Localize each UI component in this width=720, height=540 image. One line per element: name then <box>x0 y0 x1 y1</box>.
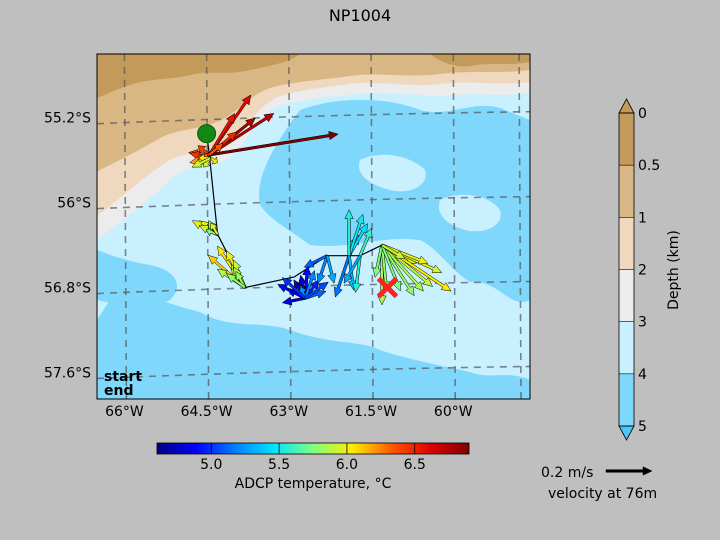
velocity-key: 0.2 m/s velocity at 76m <box>541 465 657 502</box>
velocity-arrow <box>325 255 337 284</box>
temperature-tick-label: 5.5 <box>268 457 290 473</box>
velocity-arrow <box>209 222 220 236</box>
bathy-shelf <box>97 54 300 98</box>
temperature-colorbar-label: ADCP temperature, °C <box>235 476 392 492</box>
y-tick-label: 56°S <box>57 196 91 212</box>
temperature-colorbar-fill <box>156 442 470 455</box>
meridian-line <box>452 54 457 399</box>
parallel-line <box>97 365 530 380</box>
parallel-line <box>97 195 530 210</box>
velocity-arrow <box>281 296 306 306</box>
temperature-colorbar: 5.0 5.5 6.0 6.5 ADCP temperature, °C <box>156 442 470 492</box>
depth-colorbar: 0 0.5 1 2 3 4 5 <box>618 98 660 441</box>
start-marker <box>197 124 217 144</box>
temperature-tick-label: 6.5 <box>404 457 426 473</box>
x-tick-label: 66°W <box>105 404 144 420</box>
x-tick-label: 64.5°W <box>181 404 233 420</box>
depth-colorbar-over <box>618 98 635 114</box>
track-markers <box>197 124 399 299</box>
velocity-arrow <box>304 281 329 300</box>
depth-tick-label: 4 <box>638 367 647 383</box>
depth-tick-label: 0.5 <box>638 158 660 174</box>
velocity-arrow <box>381 243 429 265</box>
velocity-arrow <box>191 156 212 168</box>
legend-start: start <box>104 369 142 385</box>
parallel-line <box>97 110 530 125</box>
depth-tick-label: 1 <box>638 210 647 226</box>
bathy-deep-west <box>97 250 178 307</box>
velocity-arrow <box>344 209 354 256</box>
velocity-arrow <box>380 243 406 260</box>
velocity-arrow <box>205 227 219 237</box>
velocity-arrow <box>208 142 224 157</box>
temperature-tick-label: 5.0 <box>200 457 222 473</box>
depth-band <box>619 321 634 374</box>
bathy-patch-1 <box>359 154 426 192</box>
x-tick-label: 60°W <box>434 404 473 420</box>
velocity-vectors <box>188 94 452 306</box>
velocity-arrow <box>380 244 415 297</box>
map-frame <box>96 53 531 400</box>
meridian-line <box>370 54 374 399</box>
ship-track <box>206 133 383 289</box>
y-tick-label: 57.6°S <box>44 365 91 381</box>
temperature-colorbar-ticks: 5.0 5.5 6.0 6.5 <box>200 443 426 473</box>
velocity-arrow <box>303 254 329 268</box>
map-panel <box>97 54 530 399</box>
velocity-arrow <box>358 227 373 257</box>
depth-tick-label: 2 <box>638 263 647 279</box>
parallel-line <box>97 280 530 295</box>
depth-tick-label: 3 <box>638 315 647 331</box>
meridian-line <box>123 54 128 399</box>
velocity-key-arrow <box>605 466 653 476</box>
depth-band <box>619 269 634 322</box>
y-tick-label: 55.2°S <box>44 111 91 127</box>
bathy-upper-slope <box>97 54 530 172</box>
depth-band <box>619 113 634 166</box>
depth-colorbar-label: Depth (km) <box>666 230 682 310</box>
meridian-line <box>288 54 292 399</box>
x-tick-label: 61.5°W <box>345 404 397 420</box>
velocity-arrow <box>352 255 362 294</box>
y-tick-label: 56.8°S <box>44 281 91 297</box>
velocity-arrow <box>281 277 307 300</box>
bathy-deep-north <box>259 99 530 303</box>
y-tick-labels: 55.2°S 56°S 56.8°S 57.6°S <box>44 111 91 382</box>
depth-band <box>619 165 634 218</box>
depth-colorbar-under <box>618 425 635 441</box>
depth-tick-label: 5 <box>638 419 647 435</box>
velocity-arrow <box>208 131 339 157</box>
bathy-deep-south <box>97 296 530 399</box>
bathy-shelf-east <box>430 54 530 67</box>
velocity-arrow <box>343 254 362 284</box>
temperature-tick-label: 6.0 <box>336 457 358 473</box>
legend-end: end <box>104 383 133 399</box>
x-tick-labels: 66°W 64.5°W 63°W 61.5°W 60°W <box>105 404 473 420</box>
velocity-arrow <box>226 273 247 289</box>
depth-band <box>619 217 634 270</box>
graticule <box>97 54 530 399</box>
end-marker <box>376 276 399 299</box>
x-tick-label: 63°W <box>269 404 308 420</box>
velocity-key-caption: velocity at 76m <box>548 486 657 502</box>
velocity-key-label: 0.2 m/s <box>541 465 593 481</box>
velocity-key-arrow-shape <box>605 466 653 476</box>
depth-band <box>619 373 634 426</box>
depth-tick-label: 0 <box>638 106 647 122</box>
track-line <box>206 133 383 289</box>
chart-title: NP1004 <box>329 6 391 25</box>
